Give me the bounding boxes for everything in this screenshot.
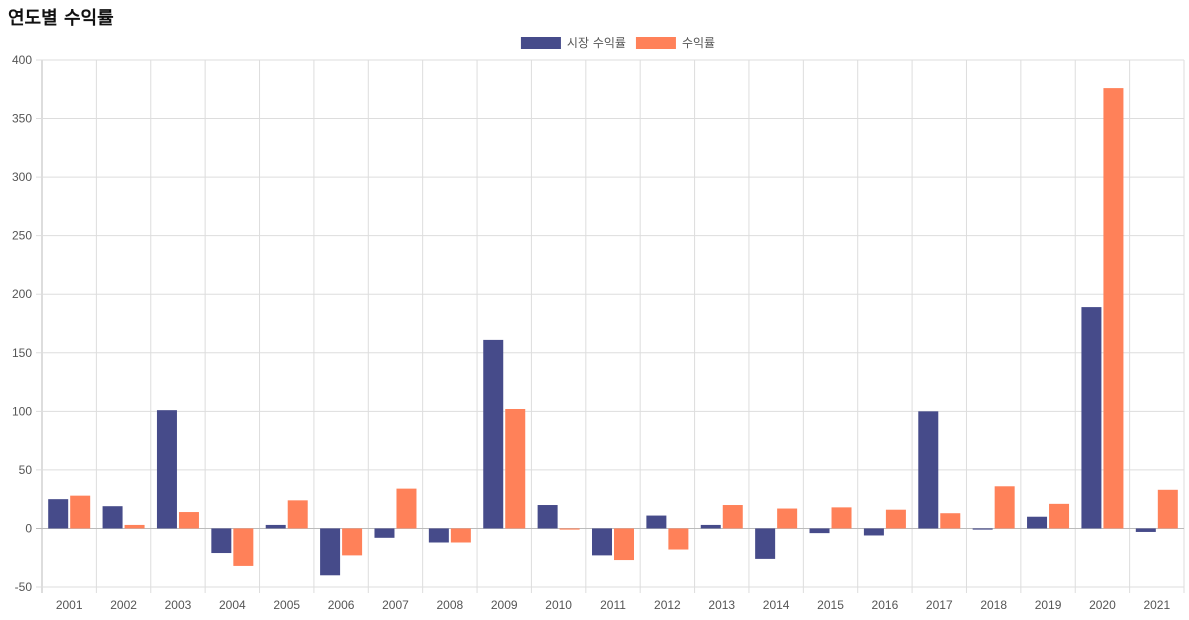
bar-market-return-2007 [374,528,395,538]
x-tick-label: 2018 [980,598,1007,612]
x-tick-label: 2015 [817,598,844,612]
legend-swatch [635,37,676,49]
bar-return-2013 [722,505,743,529]
bar-market-return-2012 [646,515,667,529]
bar-return-2002 [124,524,145,529]
bar-market-return-2013 [700,524,721,529]
bar-return-2015 [831,507,852,529]
bar-market-return-2005 [265,524,286,529]
bar-market-return-2006 [320,528,341,576]
bar-return-2017 [940,513,961,529]
y-axis-tick-labels: -50 0 50 100 150 200 250 300 350 400 [12,53,32,594]
bar-market-return-2009 [483,339,504,529]
bar-market-return-2015 [809,528,830,534]
bar-market-return-2002 [102,506,123,529]
bar-return-2016 [885,509,906,529]
y-tick-label: 400 [12,53,32,67]
bar-market-return-2016 [863,528,884,536]
y-tick-label: 150 [12,346,32,360]
bar-return-2021 [1157,489,1178,529]
x-tick-label: 2006 [328,598,355,612]
x-tick-label: 2021 [1143,598,1170,612]
bar-market-return-2003 [156,410,177,529]
y-tick-label: 300 [12,170,32,184]
bar-return-2004 [233,528,254,566]
x-tick-label: 2020 [1089,598,1116,612]
bar-return-2005 [287,500,308,529]
bar-market-return-2018 [972,528,993,530]
y-tick-label: 100 [12,404,32,418]
bar-market-return-2004 [211,528,232,554]
bar-return-2001 [70,495,91,529]
x-tick-label: 2002 [110,598,137,612]
bar-return-2007 [396,488,417,529]
x-tick-label: 2008 [437,598,464,612]
y-tick-label: -50 [15,580,33,594]
y-tick-label: 250 [12,229,32,243]
x-tick-label: 2012 [654,598,681,612]
bar-return-2019 [1049,503,1070,529]
vertical-gridlines [41,60,1185,593]
bar-market-return-2021 [1135,528,1156,532]
x-axis-tick-labels: 2001 2002 2003 2004 2005 2006 2007 2008 2009 2010… [56,598,1171,612]
bar-return-2003 [178,512,199,529]
x-tick-label: 2003 [165,598,192,612]
bar-market-return-2008 [428,528,449,543]
bar-market-return-2011 [592,528,612,556]
bar-market-return-2014 [755,528,776,559]
bar-return-2011 [614,528,634,561]
legend-label: 시장 수익률 [567,36,626,50]
x-tick-label: 2019 [1035,598,1062,612]
bar-market-return-2020 [1081,307,1102,529]
x-tick-label: 2014 [763,598,790,612]
bar-market-return-2017 [918,411,939,529]
bar-return-2020 [1103,88,1124,529]
x-tick-label: 2009 [491,598,518,612]
legend: 시장 수익률 수익률 [520,36,715,50]
bar-market-return-2001 [48,499,69,529]
bar-return-2008 [450,528,471,543]
x-tick-label: 2013 [708,598,735,612]
bar-return-2018 [994,486,1015,529]
legend-swatch [520,37,561,49]
bar-return-2010 [559,528,580,530]
y-tick-label: 50 [19,463,33,477]
y-tick-label: 200 [12,287,32,301]
bar-market-return-2010 [537,505,558,529]
x-tick-label: 2007 [382,598,409,612]
bar-return-2006 [342,528,363,556]
legend-label: 수익률 [682,36,715,50]
chart-title: 연도별 수익률 [8,8,114,29]
x-tick-label: 2016 [872,598,899,612]
bar-return-2009 [505,408,526,529]
bars [48,88,1178,576]
x-tick-label: 2004 [219,598,246,612]
x-tick-label: 2017 [926,598,953,612]
y-tick-label: 0 [25,521,32,535]
x-tick-label: 2005 [273,598,300,612]
y-tick-label: 350 [12,112,32,126]
bar-return-2012 [668,528,689,550]
bar-return-2014 [777,508,798,529]
x-tick-label: 2010 [545,598,572,612]
horizontal-gridlines [36,59,1184,588]
bar-market-return-2019 [1027,516,1048,529]
x-tick-label: 2001 [56,598,83,612]
x-tick-label: 2011 [600,598,626,612]
